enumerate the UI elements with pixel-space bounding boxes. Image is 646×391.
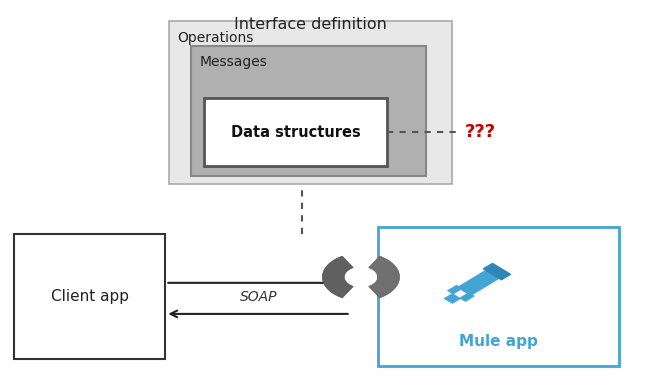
Bar [191,46,426,176]
Polygon shape [444,294,461,303]
Text: Client app: Client app [51,289,129,304]
Polygon shape [459,270,499,295]
Polygon shape [448,285,462,294]
Bar [169,21,452,184]
Text: Interface definition: Interface definition [234,17,386,32]
Polygon shape [322,256,353,298]
Bar [204,99,388,167]
Text: Data structures: Data structures [231,125,360,140]
Polygon shape [483,264,510,280]
Text: SOAP: SOAP [240,290,277,304]
Bar [378,226,619,366]
Text: ???: ??? [464,123,495,141]
Polygon shape [460,292,474,301]
Polygon shape [369,256,399,298]
Text: Messages: Messages [200,55,267,68]
Text: Mule app: Mule app [459,334,537,349]
Text: Operations: Operations [177,30,253,45]
Bar [14,234,165,359]
